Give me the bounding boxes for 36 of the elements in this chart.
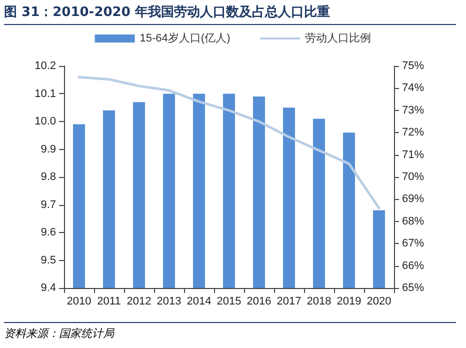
y2-tick-label: 68% <box>402 215 424 228</box>
y-tick-label: 10.1 <box>34 88 56 100</box>
y2-tick-label: 69% <box>402 193 424 206</box>
y-tick-label: 9.5 <box>40 254 56 266</box>
x-tick-label: 2019 <box>336 296 362 308</box>
x-tick-label: 2016 <box>246 296 272 308</box>
x-tick-label: 2017 <box>276 296 302 308</box>
chart-title: 图 31：2010-2020 年我国劳动人口数及占总人口比重 <box>4 3 456 25</box>
legend-label: 劳动人口比例 <box>305 32 372 44</box>
y2-tick-label: 72% <box>402 126 424 139</box>
x-tick-label: 2015 <box>216 296 242 308</box>
y2-tick-label: 74% <box>402 82 424 94</box>
x-tick-label: 2011 <box>97 296 121 308</box>
x-tick-label: 2013 <box>156 296 182 308</box>
x-tick-label: 2012 <box>126 296 152 308</box>
y2-tick-label: 67% <box>402 238 424 250</box>
x-tick-label: 2018 <box>306 296 332 308</box>
y-tick-label: 9.7 <box>40 198 56 211</box>
y2-tick-label: 75% <box>402 60 424 72</box>
y2-tick-label: 66% <box>402 260 424 272</box>
y-tick-label: 9.9 <box>40 143 56 156</box>
x-tick-label: 2020 <box>366 296 392 308</box>
legend-label: 15-64岁人口(亿人) <box>140 32 230 44</box>
y-tick-label: 9.6 <box>40 226 56 238</box>
text: 资料来源：国家统计局 <box>4 322 456 341</box>
y-tick-label: 10.0 <box>34 116 56 128</box>
x-tick-label: 2010 <box>66 296 92 308</box>
y2-tick-label: 73% <box>402 104 424 116</box>
y-tick-label: 10.2 <box>34 60 56 72</box>
x-tick-label: 2014 <box>186 296 212 308</box>
y2-tick-label: 65% <box>402 282 424 294</box>
line-series <box>78 76 380 210</box>
y-tick-label: 9.4 <box>40 282 56 294</box>
y2-tick-label: 70% <box>402 171 424 183</box>
y-tick-label: 9.8 <box>40 171 56 183</box>
y2-tick-label: 71% <box>402 148 424 161</box>
